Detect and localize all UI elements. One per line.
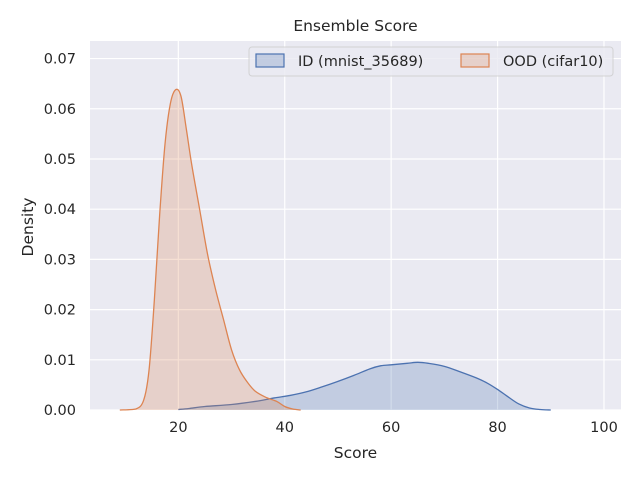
series-layer	[119, 88, 551, 411]
x-tick-label: 20	[169, 420, 187, 436]
y-tick-label: 0.03	[44, 252, 76, 268]
x-tick-label: 80	[488, 420, 506, 436]
series-id-area	[178, 362, 551, 410]
y-tick-label: 0.04	[44, 202, 76, 218]
y-tick-label: 0.01	[44, 353, 76, 369]
x-axis-label: Score	[334, 444, 377, 462]
legend-swatch-ood	[460, 53, 490, 68]
y-tick-label: 0.07	[44, 52, 76, 68]
x-tick-label: 60	[382, 420, 400, 436]
x-tick-label: 100	[590, 420, 618, 436]
x-tick-label: 40	[276, 420, 294, 436]
legend: ID (mnist_35689) OOD (cifar10)	[248, 46, 614, 77]
y-tick-label: 0.05	[44, 152, 76, 168]
chart-title: Ensemble Score	[293, 17, 417, 35]
grid	[90, 41, 621, 411]
legend-label-id: ID (mnist_35689)	[298, 54, 423, 70]
legend-label-ood: OOD (cifar10)	[503, 54, 603, 70]
legend-frame	[248, 46, 614, 77]
y-tick-labels: 0.00 0.01 0.02 0.03 0.04 0.05 0.06 0.07	[44, 52, 76, 419]
series-ood-line	[119, 88, 301, 411]
x-tick-labels: 20 40 60 80 100	[169, 420, 618, 436]
y-tick-label: 0.06	[44, 102, 76, 118]
y-tick-label: 0.00	[44, 403, 76, 419]
series-id-line	[178, 361, 551, 411]
series-ood-area	[119, 89, 301, 410]
y-tick-label: 0.02	[44, 303, 76, 319]
y-axis-label: Density	[19, 198, 37, 257]
legend-swatch-id	[255, 53, 285, 68]
